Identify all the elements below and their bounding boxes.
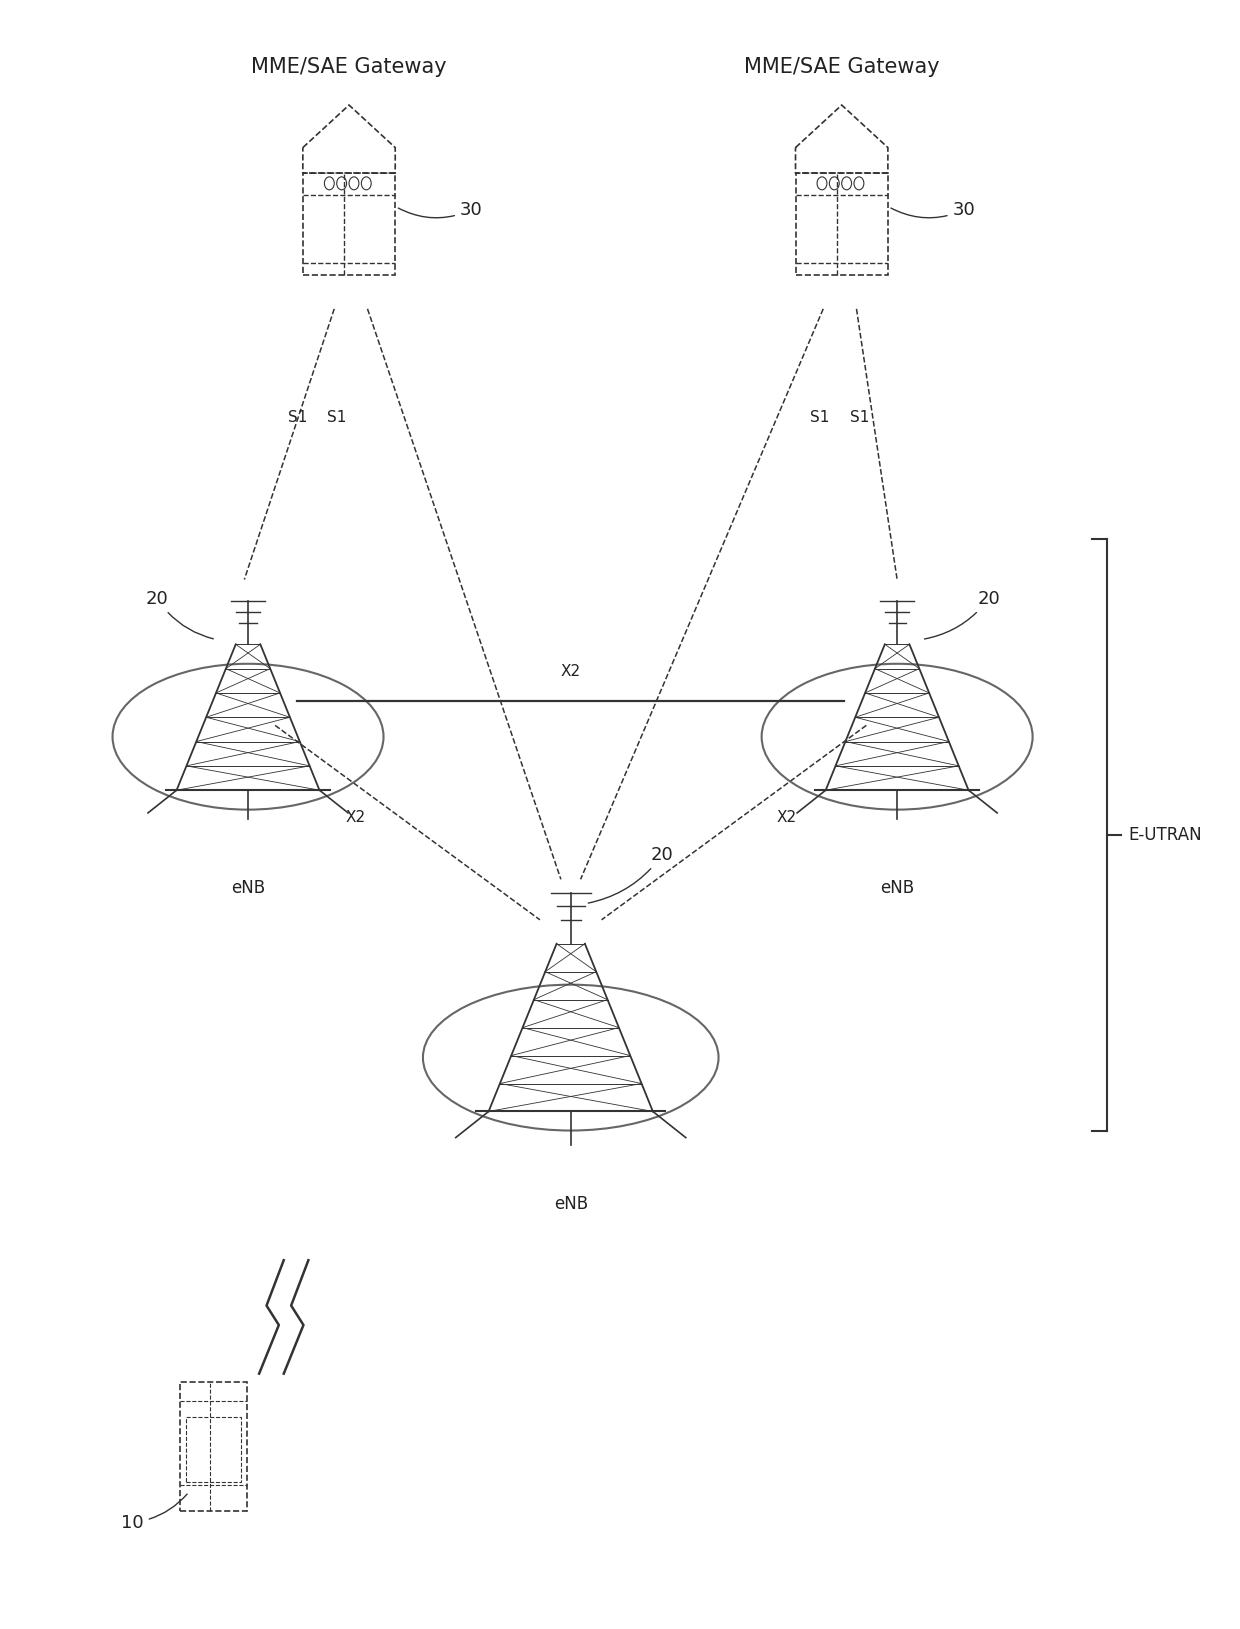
Text: 10: 10 <box>122 1494 187 1531</box>
Text: E-UTRAN: E-UTRAN <box>1128 826 1203 844</box>
Text: MME/SAE Gateway: MME/SAE Gateway <box>252 57 446 77</box>
Text: MME/SAE Gateway: MME/SAE Gateway <box>744 57 940 77</box>
Text: 20: 20 <box>588 845 673 902</box>
Text: X2: X2 <box>560 665 580 679</box>
Bar <box>180 1381 248 1512</box>
Text: eNB: eNB <box>231 880 265 898</box>
Text: eNB: eNB <box>880 880 914 898</box>
Text: 30: 30 <box>398 200 482 218</box>
Text: 20: 20 <box>925 590 999 639</box>
Bar <box>796 173 888 275</box>
Text: 20: 20 <box>146 590 213 639</box>
Bar <box>186 1417 242 1482</box>
Text: S1: S1 <box>810 411 830 425</box>
Text: X2: X2 <box>776 810 796 826</box>
Text: eNB: eNB <box>554 1196 588 1214</box>
Bar <box>303 173 396 275</box>
Text: S1: S1 <box>288 411 308 425</box>
Text: S1: S1 <box>327 411 346 425</box>
Text: 30: 30 <box>892 200 976 218</box>
Text: S1: S1 <box>851 411 870 425</box>
Text: X2: X2 <box>345 810 366 826</box>
